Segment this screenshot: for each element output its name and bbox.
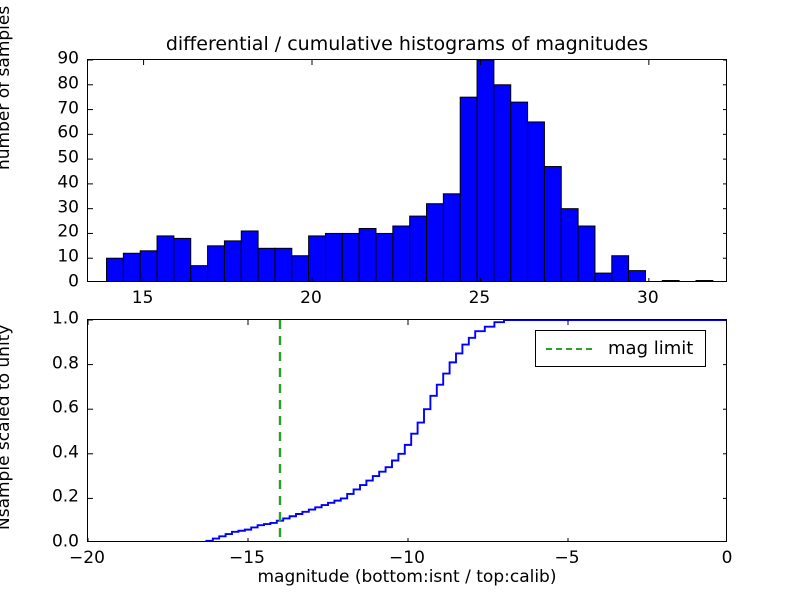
bottom-y-tick-label: 0.6: [1, 400, 79, 417]
mag-limit-line-icon: [546, 348, 592, 350]
bottom-x-tick-label: −20: [69, 550, 105, 567]
histogram-bar: [561, 209, 578, 281]
histogram-bar: [393, 226, 410, 281]
top-y-tick-label: 80: [1, 75, 79, 92]
top-panel-axes: [87, 59, 727, 282]
bottom-y-tick-label: 0.8: [1, 355, 79, 372]
histogram-bar: [443, 194, 460, 281]
histogram-bar: [275, 248, 292, 281]
histogram-bar: [410, 216, 427, 281]
histogram-bar: [107, 258, 124, 281]
histogram-bar: [241, 231, 258, 281]
top-panel-plot-area: [88, 60, 726, 281]
histogram-bar: [629, 271, 646, 281]
top-y-tick-label: 10: [1, 249, 79, 266]
histogram-bar: [309, 236, 326, 281]
top-y-tick-label: 70: [1, 100, 79, 117]
bottom-x-tick-label: −10: [389, 550, 425, 567]
bottom-y-tick-label: 1.0: [1, 311, 79, 328]
histogram-bar: [208, 246, 225, 281]
histogram-bar: [612, 256, 629, 281]
histogram-bar: [477, 60, 494, 281]
histogram-bar: [460, 97, 477, 281]
top-y-tick-label: 50: [1, 150, 79, 167]
bottom-x-tick-label: −15: [229, 550, 265, 567]
histogram-bar: [157, 236, 174, 281]
legend-box: mag limit: [535, 330, 706, 367]
histogram-bar: [342, 233, 359, 281]
top-y-tick-label: 60: [1, 125, 79, 142]
legend-entry-label: mag limit: [608, 338, 693, 359]
histogram-bar: [511, 102, 528, 281]
histogram-bar: [224, 241, 241, 281]
histogram-bar: [325, 233, 342, 281]
top-x-tick-label: 20: [300, 290, 322, 307]
bottom-x-tick-label: 0: [722, 550, 733, 567]
histogram-bar: [258, 248, 275, 281]
histogram-bar: [174, 238, 191, 281]
histogram-bar: [427, 204, 444, 281]
histogram-bar: [140, 251, 157, 281]
top-y-tick-label: 40: [1, 174, 79, 191]
chart-title: differential / cumulative histograms of …: [87, 33, 727, 55]
top-y-tick-label: 0: [1, 274, 79, 291]
histogram-bar: [376, 233, 393, 281]
histogram-bar: [359, 228, 376, 281]
top-y-tick-label: 90: [1, 51, 79, 68]
top-x-tick-label: 25: [469, 290, 491, 307]
histogram-bar: [123, 253, 140, 281]
figure-xlabel: magnitude (bottom:isnt / top:calib): [87, 567, 727, 587]
histogram-bar: [544, 167, 561, 281]
top-x-tick-label: 30: [637, 290, 659, 307]
histogram-bar: [292, 256, 309, 281]
figure-canvas: differential / cumulative histograms of …: [0, 0, 800, 600]
top-y-tick-label: 30: [1, 199, 79, 216]
bottom-y-tick-label: 0.2: [1, 489, 79, 506]
histogram-svg: [88, 60, 726, 281]
top-y-tick-label: 20: [1, 224, 79, 241]
histogram-bar: [528, 122, 545, 281]
histogram-bar: [494, 85, 511, 281]
bottom-y-tick-label: 0.0: [1, 534, 79, 551]
top-x-tick-label: 15: [132, 290, 154, 307]
histogram-bar: [191, 266, 208, 281]
bottom-x-tick-label: −5: [554, 550, 579, 567]
bottom-y-tick-label: 0.4: [1, 444, 79, 461]
histogram-bar: [578, 226, 595, 281]
histogram-bar: [595, 273, 612, 281]
